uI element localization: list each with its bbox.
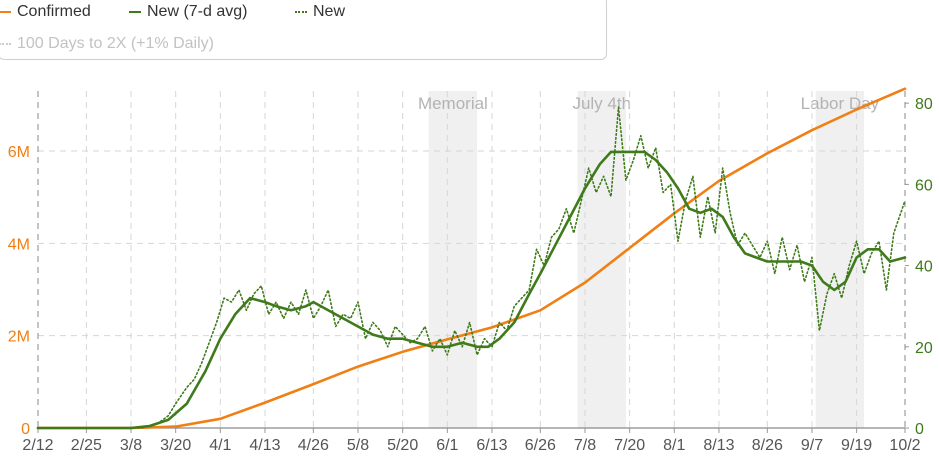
holiday-label-0: Memorial (418, 94, 488, 113)
legend-label-100-days-to-2x: 100 Days to 2X (+1% Daily) (17, 35, 214, 52)
x-tick-label-8: 5/20 (387, 437, 418, 454)
holiday-band-0 (428, 91, 478, 428)
holiday-band-1 (577, 91, 626, 428)
y-left-tick-label-1: 2M (8, 329, 30, 346)
chart-series (36, 87, 907, 430)
legend-label-confirmed: Confirmed (17, 3, 91, 20)
legend-label-new-7d-avg: New (7-d avg) (147, 3, 248, 20)
x-tick-label-17: 9/7 (801, 437, 823, 454)
x-tick-label-13: 7/20 (614, 437, 645, 454)
series-line-new (37, 106, 906, 429)
x-tick-label-5: 4/13 (249, 437, 280, 454)
holiday-label-1: July 4th (572, 94, 631, 113)
legend-item-100-days-to-2x[interactable]: 100 Days to 2X (+1% Daily) (0, 35, 214, 53)
x-tick-label-12: 7/8 (574, 437, 596, 454)
legend-swatch-new-7d-avg (129, 11, 141, 13)
y-left-tick-label-3: 6M (8, 144, 30, 161)
series-line-confirmed (36, 87, 907, 430)
legend-item-confirmed[interactable]: Confirmed (0, 3, 91, 21)
x-tick-label-4: 4/1 (209, 437, 231, 454)
x-tick-label-16: 8/26 (752, 437, 783, 454)
series-line-new-7-d-avg- (36, 150, 907, 430)
legend-item-new[interactable]: New (295, 3, 345, 21)
chart-grid (38, 91, 905, 428)
y-left-tick-label-2: 4M (8, 236, 30, 253)
x-tick-label-3: 3/20 (160, 437, 191, 454)
x-tick-label-11: 6/26 (525, 437, 556, 454)
y-left-tick-label-0: 0 (21, 421, 30, 438)
legend-swatch-new (295, 11, 307, 13)
y-right-tick-label-0: 0 (915, 421, 924, 438)
y-right-tick-label-1: 20 (915, 340, 933, 357)
x-tick-label-6: 4/26 (298, 437, 329, 454)
y-right-tick-label-2: 40 (915, 259, 933, 276)
y-right-tick-label-3: 60 (915, 177, 933, 194)
legend-swatch-confirmed (0, 11, 11, 13)
x-tick-label-18: 9/19 (841, 437, 872, 454)
x-tick-label-9: 6/1 (436, 437, 458, 454)
chart-tick-labels: 2/12 2/25 3/8 3/20 4/1 4/13 4/26 5/8 5/20 6/1 6/13… (8, 96, 933, 454)
x-tick-label-1: 2/25 (71, 437, 102, 454)
x-tick-label-19: 10/2 (889, 437, 920, 454)
legend-label-new: New (313, 3, 346, 20)
legend: Confirmed New (7-d avg) New 100 Days to … (0, 0, 607, 60)
x-tick-label-15: 8/13 (703, 437, 734, 454)
legend-swatch-100-days-to-2x (0, 43, 11, 45)
chart-axes (37, 91, 909, 433)
y-right-tick-label-4: 80 (915, 96, 933, 113)
x-tick-label-0: 2/12 (22, 437, 53, 454)
x-tick-label-14: 8/1 (663, 437, 685, 454)
legend-item-new-7d-avg[interactable]: New (7-d avg) (129, 3, 247, 21)
holiday-bands: Memorial July 4th Labor Day (418, 91, 880, 428)
x-tick-label-10: 6/13 (476, 437, 507, 454)
x-tick-label-2: 3/8 (120, 437, 142, 454)
x-tick-label-7: 5/8 (347, 437, 369, 454)
